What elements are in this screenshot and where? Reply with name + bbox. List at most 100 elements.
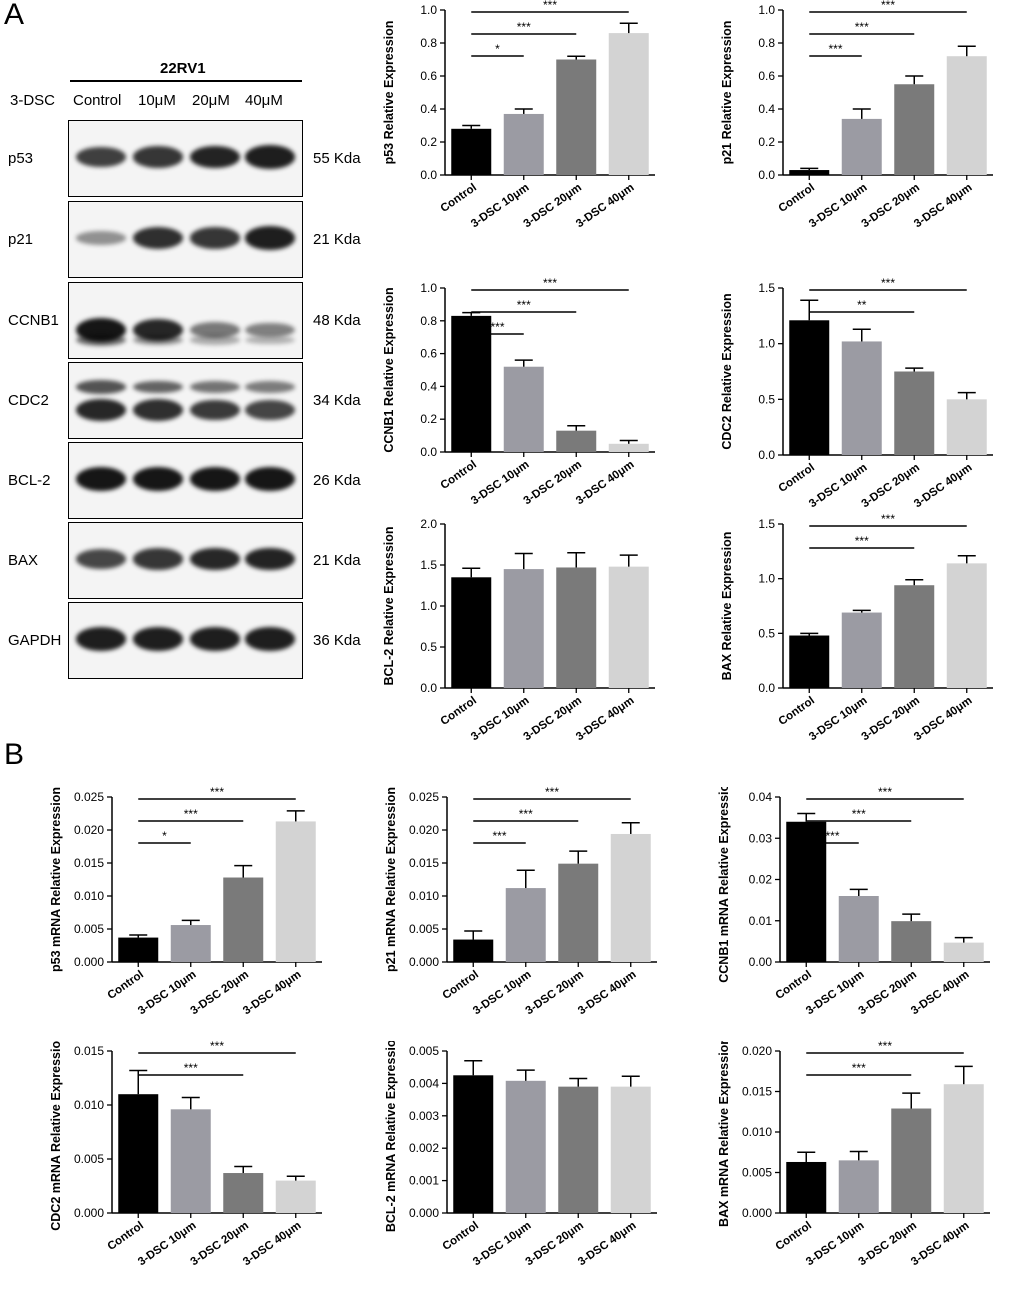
panel-letter-a: A xyxy=(4,0,25,31)
y-tick-label: 1.5 xyxy=(758,517,775,531)
blot-band xyxy=(190,381,240,393)
bar-chart-4: 0.0 0.5 1.0 1.5 CDC2 Relative Expression Cont… xyxy=(720,278,993,511)
y-tick-label: 0.04 xyxy=(749,790,773,804)
bar xyxy=(610,833,651,962)
blot-band xyxy=(133,380,183,394)
bar xyxy=(503,569,544,688)
x-tick-label: 3-DSC 20μm xyxy=(860,695,922,744)
bar xyxy=(170,1109,211,1213)
x-tick-label: 3-DSC 40μm xyxy=(576,1220,638,1269)
lane-label-40um: 40μM xyxy=(245,92,283,109)
protein-label: p53 xyxy=(8,150,34,167)
x-tick-label: 3-DSC 10μm xyxy=(136,1220,198,1269)
x-tick-label: 3-DSC 10μm xyxy=(136,969,198,1018)
x-tick-label: 3-DSC 40μm xyxy=(912,695,974,744)
bar xyxy=(891,921,932,962)
bar-chart-3: 0.0 0.2 0.4 0.6 0.8 1.0 CCNB1 Relative Express… xyxy=(382,278,655,508)
x-tick-label: 3-DSC 40μm xyxy=(576,969,638,1018)
y-axis-label: p21 mRNA Relative Expression xyxy=(384,787,398,972)
x-tick-label: 3-DSC 20μm xyxy=(522,182,584,231)
blot-band xyxy=(76,467,126,491)
y-tick-label: 1.5 xyxy=(420,558,437,572)
blot-gapdh xyxy=(68,602,303,679)
y-tick-label: 0.2 xyxy=(758,135,775,149)
x-tick-label: Control xyxy=(774,969,814,1002)
significance-label: *** xyxy=(852,1061,866,1075)
x-tick-label: 3-DSC 10μm xyxy=(471,969,533,1018)
bar xyxy=(223,1173,264,1213)
x-tick-label: 3-DSC 40μm xyxy=(574,695,636,744)
bar-chart-1: 0.0 0.2 0.4 0.6 0.8 1.0 p53 Relative Expressio… xyxy=(382,0,655,231)
bar xyxy=(838,896,879,962)
bar-chart-6: 0.0 0.5 1.0 1.5 BAX Relative Expression Contr… xyxy=(720,514,993,744)
y-tick-label: 0.010 xyxy=(74,889,104,903)
y-tick-label: 0.2 xyxy=(420,135,437,149)
y-tick-label: 0.2 xyxy=(420,412,437,426)
significance-label: *** xyxy=(852,807,866,821)
significance-label: *** xyxy=(855,534,869,548)
x-tick-label: 3-DSC 10μm xyxy=(804,1220,866,1269)
blot-bax xyxy=(68,522,303,599)
blot-band xyxy=(190,627,240,651)
y-tick-label: 0.02 xyxy=(749,873,773,887)
y-tick-label: 0.010 xyxy=(74,1098,104,1112)
x-tick-label: Control xyxy=(106,969,146,1002)
y-tick-label: 0.010 xyxy=(742,1125,772,1139)
x-tick-label: 3-DSC 10μm xyxy=(469,459,531,508)
x-tick-label: 3-DSC 10μm xyxy=(807,462,869,511)
y-tick-label: 0.4 xyxy=(420,379,437,393)
lane-label-10um: 10μM xyxy=(138,92,176,109)
bar xyxy=(610,1086,651,1213)
y-axis-label: BCL-2 mRNA Relative Expression xyxy=(384,1041,398,1232)
x-tick-label: 3-DSC 20μm xyxy=(522,459,584,508)
bar xyxy=(946,56,987,176)
blot-band xyxy=(76,380,126,394)
bar xyxy=(275,1180,316,1213)
bar xyxy=(556,430,597,452)
x-tick-label: Control xyxy=(777,695,817,728)
y-tick-label: 0.0 xyxy=(420,168,437,182)
significance-label: *** xyxy=(543,0,557,12)
significance-label: *** xyxy=(825,829,839,843)
y-axis-label: BAX mRNA Relative Expression xyxy=(717,1041,731,1227)
x-tick-label: 3-DSC 20μm xyxy=(189,969,251,1018)
blot-band xyxy=(76,549,126,569)
y-tick-label: 0.020 xyxy=(74,823,104,837)
y-tick-label: 0.01 xyxy=(749,914,773,928)
y-tick-label: 0.0 xyxy=(420,681,437,695)
bar xyxy=(943,942,984,962)
blot-band xyxy=(133,548,183,570)
y-tick-label: 0.005 xyxy=(742,1166,772,1180)
blot-band xyxy=(245,399,295,421)
bar xyxy=(894,371,935,455)
bar xyxy=(503,113,544,175)
blot-band xyxy=(245,547,295,571)
bar xyxy=(505,888,546,962)
bar-chart-10: 0.000 0.005 0.010 0.015 CDC2 mRNA Relative E… xyxy=(49,1041,322,1269)
y-tick-label: 0.0 xyxy=(758,448,775,462)
blot-band xyxy=(245,467,295,491)
blot-bcl-2 xyxy=(68,442,303,519)
x-tick-label: 3-DSC 20μm xyxy=(524,969,586,1018)
cell-line-underline xyxy=(70,80,302,82)
significance-label: *** xyxy=(492,829,506,843)
significance-label: *** xyxy=(210,787,224,799)
significance-label: *** xyxy=(878,787,892,799)
bar xyxy=(556,59,597,175)
bar xyxy=(451,577,492,688)
x-tick-label: 3-DSC 40μm xyxy=(912,182,974,231)
y-tick-label: 0.015 xyxy=(74,1044,104,1058)
bar xyxy=(453,1075,494,1213)
y-tick-label: 0.002 xyxy=(409,1141,439,1155)
y-tick-label: 0.010 xyxy=(409,889,439,903)
y-tick-label: 0.6 xyxy=(758,69,775,83)
blot-band xyxy=(76,398,126,422)
y-tick-label: 0.020 xyxy=(409,823,439,837)
blot-band xyxy=(245,322,295,338)
x-tick-label: 3-DSC 10μm xyxy=(469,182,531,231)
bar xyxy=(789,320,830,455)
x-tick-label: 3-DSC 20μm xyxy=(189,1220,251,1269)
protein-label: BCL-2 xyxy=(8,472,51,489)
molecular-weight-label: 26 Kda xyxy=(313,472,361,489)
y-tick-label: 1.5 xyxy=(758,281,775,295)
